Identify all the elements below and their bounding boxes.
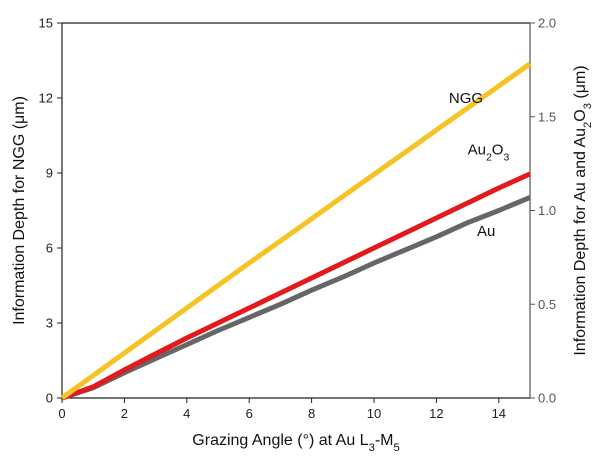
series-line-ngg [60, 61, 532, 401]
x-axis: 0 2 4 6 8 10 12 14 [58, 398, 506, 421]
series-label-au2o3: Au2O3 [468, 141, 510, 163]
x-tick-label: 6 [246, 406, 253, 421]
left-axis-title: Information Depth for NGG (μm) [11, 96, 28, 325]
left-tick-label: 0 [46, 391, 53, 406]
left-y-axis: 0 3 6 9 12 15 [39, 16, 62, 406]
series-line-au2o3 [61, 171, 532, 401]
axis-titles: Grazing Angle (°) at Au L3-M5 Information… [11, 65, 594, 454]
right-tick-label: 0.0 [538, 391, 556, 406]
series-layer [60, 61, 532, 401]
x-tick-label: 12 [429, 406, 443, 421]
x-tick-label: 8 [308, 406, 315, 421]
right-axis-title: Information Depth for Au and Au2O3 (μm) [572, 65, 594, 355]
right-tick-label: 2.0 [538, 16, 556, 31]
left-tick-label: 9 [46, 166, 53, 181]
plot-frame [61, 22, 531, 399]
x-tick-label: 4 [183, 406, 190, 421]
series-label-ngg: NGG [449, 90, 483, 107]
right-tick-label: 0.5 [538, 297, 556, 312]
right-tick-label: 1.5 [538, 109, 556, 124]
x-tick-label: 0 [58, 406, 65, 421]
left-tick-label: 15 [39, 16, 53, 31]
left-tick-label: 6 [46, 241, 53, 256]
series-label-au: Au [477, 223, 495, 240]
right-y-axis: 0.0 0.5 1.0 1.5 2.0 [530, 16, 556, 406]
x-tick-label: 10 [367, 406, 381, 421]
x-tick-label: 14 [492, 406, 506, 421]
x-axis-title: Grazing Angle (°) at Au L3-M5 [192, 432, 399, 454]
left-tick-label: 3 [46, 316, 53, 331]
series-line-au [61, 195, 531, 401]
series-labels: NGG Au2O3 Au [449, 90, 510, 240]
x-tick-label: 2 [121, 406, 128, 421]
left-tick-label: 12 [39, 91, 53, 106]
right-tick-label: 1.0 [538, 203, 556, 218]
